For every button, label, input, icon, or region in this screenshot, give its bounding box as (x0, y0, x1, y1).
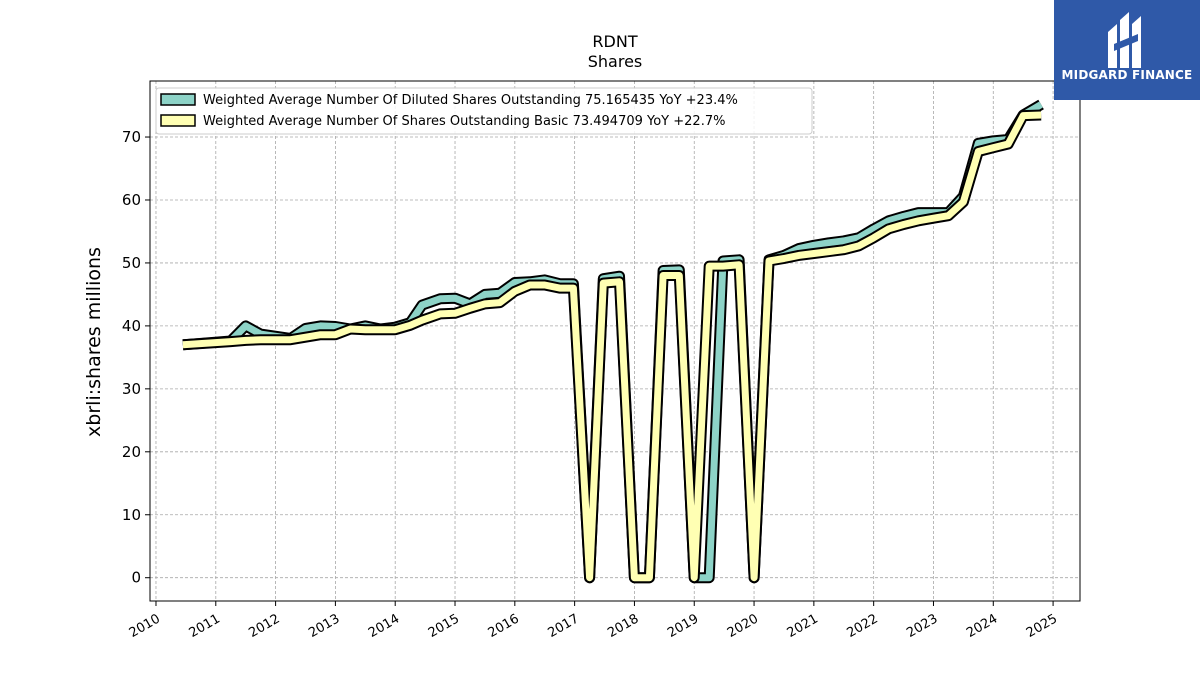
midgard-logo-icon (1108, 12, 1141, 68)
x-tick-label: 2024 (964, 611, 1000, 641)
x-tick-label: 2022 (845, 611, 881, 641)
grid (150, 81, 1080, 601)
x-tick-label: 2011 (187, 611, 223, 641)
legend-swatch-1 (160, 93, 196, 106)
y-tick-label: 60 (122, 191, 141, 209)
x-tick-label: 2019 (665, 611, 701, 641)
series-2-outline (182, 109, 1042, 584)
logo-text: MIDGARD FINANCE (1061, 68, 1193, 82)
x-tick-label: 2021 (785, 611, 821, 641)
y-tick-label: 50 (122, 254, 141, 272)
x-axis: 2010 2011 2012 2013 2014 2015 2016 2017 2018 2019… (127, 601, 1060, 641)
x-tick-label: 2010 (127, 611, 163, 641)
y-axis: 0 10 20 30 40 50 60 70 (122, 128, 150, 587)
x-tick-label: 2025 (1024, 611, 1060, 641)
series-layer (182, 99, 1044, 584)
x-tick-label: 2020 (725, 611, 761, 641)
title-group: RDNT Shares (588, 32, 643, 71)
chart-title: RDNT (592, 32, 637, 51)
x-tick-label: 2013 (306, 611, 342, 641)
y-tick-label: 40 (122, 317, 141, 335)
y-tick-label: 30 (122, 380, 141, 398)
series-2-line (182, 111, 1042, 582)
y-tick-label: 70 (122, 128, 141, 146)
legend-box (155, 87, 813, 135)
x-tick-label: 2017 (545, 611, 581, 641)
x-tick-label: 2015 (426, 611, 462, 641)
y-tick-label: 0 (131, 569, 141, 587)
y-tick-label: 20 (122, 443, 141, 461)
legend: Weighted Average Number Of Diluted Share… (155, 87, 813, 135)
x-tick-label: 2016 (486, 611, 522, 641)
y-axis-label: xbrli:shares millions (83, 247, 105, 437)
chart-subtitle: Shares (588, 52, 643, 71)
x-tick-label: 2014 (366, 611, 402, 641)
x-tick-label: 2012 (246, 611, 282, 641)
legend-label-1: Weighted Average Number Of Diluted Share… (203, 93, 738, 108)
legend-swatch-2 (160, 114, 196, 127)
y-tick-label: 10 (122, 506, 141, 524)
legend-label-2: Weighted Average Number Of Shares Outsta… (203, 114, 725, 129)
plot-frame (149, 80, 1081, 602)
midgard-finance-logo: MIDGARD FINANCE (1054, 0, 1200, 100)
x-tick-label: 2018 (605, 611, 641, 641)
x-tick-label: 2023 (904, 611, 940, 641)
